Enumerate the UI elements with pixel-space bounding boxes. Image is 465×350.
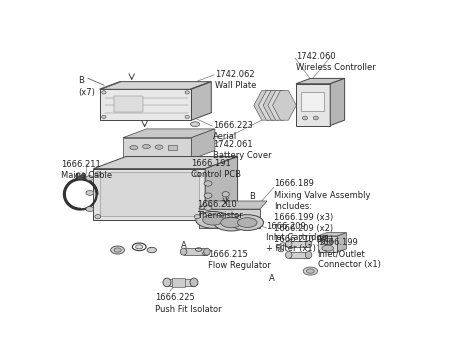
Circle shape (95, 215, 100, 219)
Bar (173, 278, 185, 287)
Circle shape (102, 91, 106, 94)
Ellipse shape (286, 240, 292, 248)
Ellipse shape (204, 181, 212, 186)
Ellipse shape (86, 206, 94, 211)
Text: 1742.062
Wall Plate: 1742.062 Wall Plate (215, 70, 256, 90)
Ellipse shape (147, 247, 157, 253)
Circle shape (185, 91, 189, 94)
Circle shape (313, 116, 319, 120)
Ellipse shape (303, 267, 318, 275)
Circle shape (95, 172, 100, 176)
Polygon shape (123, 138, 192, 159)
Circle shape (185, 115, 189, 119)
Ellipse shape (180, 248, 187, 255)
Ellipse shape (111, 246, 125, 254)
Ellipse shape (306, 269, 314, 273)
Text: 1666.223
Aerial: 1666.223 Aerial (213, 121, 253, 141)
Text: B: B (249, 193, 255, 201)
Ellipse shape (231, 215, 264, 230)
Polygon shape (167, 279, 194, 286)
Polygon shape (101, 82, 209, 89)
Ellipse shape (136, 245, 143, 249)
Text: 1666.191
Control PCB: 1666.191 Control PCB (192, 159, 241, 179)
Ellipse shape (191, 122, 199, 127)
Ellipse shape (204, 248, 210, 255)
Ellipse shape (306, 240, 312, 248)
Text: A: A (180, 241, 186, 250)
Polygon shape (318, 233, 346, 236)
Circle shape (194, 215, 200, 219)
Polygon shape (296, 84, 330, 126)
Text: 1666.189
Mixing Valve Assembly
Includes:
1666.199 (x3)
1666.209 (x2)
1666.210 (x: 1666.189 Mixing Valve Assembly Includes:… (274, 180, 371, 244)
Ellipse shape (204, 205, 212, 210)
Ellipse shape (130, 146, 138, 150)
Polygon shape (296, 78, 345, 84)
Bar (301, 92, 324, 111)
Ellipse shape (306, 251, 312, 258)
Polygon shape (289, 241, 309, 247)
Ellipse shape (286, 251, 292, 258)
Polygon shape (93, 156, 238, 169)
Ellipse shape (322, 245, 333, 251)
Text: 1666.210
Thermistor: 1666.210 Thermistor (197, 199, 243, 220)
Ellipse shape (86, 190, 94, 195)
Polygon shape (192, 129, 215, 159)
Polygon shape (192, 82, 211, 120)
Text: 1742.060
Wireless Controller: 1742.060 Wireless Controller (296, 52, 376, 72)
Polygon shape (100, 89, 192, 120)
Polygon shape (254, 91, 278, 120)
Bar (100, 172, 199, 216)
Polygon shape (272, 91, 296, 120)
Ellipse shape (163, 278, 171, 287)
Circle shape (102, 115, 106, 119)
Ellipse shape (322, 238, 333, 244)
Ellipse shape (214, 214, 248, 231)
Polygon shape (318, 236, 338, 252)
Polygon shape (289, 252, 309, 258)
Polygon shape (199, 201, 267, 209)
Circle shape (76, 172, 86, 180)
Circle shape (194, 172, 200, 176)
Text: A: A (269, 274, 275, 283)
Ellipse shape (221, 217, 241, 228)
Text: B
(x7): B (x7) (78, 77, 95, 97)
Ellipse shape (86, 176, 94, 181)
Polygon shape (338, 233, 346, 252)
Polygon shape (199, 209, 260, 228)
Circle shape (302, 116, 307, 120)
Polygon shape (263, 91, 287, 120)
Text: 1666.199
Inlet/Outlet
Connector (x1): 1666.199 Inlet/Outlet Connector (x1) (318, 238, 380, 270)
Ellipse shape (196, 211, 230, 228)
Polygon shape (93, 169, 205, 220)
Ellipse shape (203, 215, 224, 225)
Text: 1666.211
Mains Cable: 1666.211 Mains Cable (61, 160, 112, 180)
Ellipse shape (238, 218, 257, 228)
Ellipse shape (155, 145, 163, 149)
Text: 1666.209
Inlet Cartridge
+ Filter (x1): 1666.209 Inlet Cartridge + Filter (x1) (266, 222, 327, 253)
Bar (114, 96, 143, 112)
Polygon shape (205, 156, 238, 220)
Polygon shape (259, 91, 282, 120)
Bar (168, 145, 177, 150)
Text: 1666.225
Push Fit Isolator: 1666.225 Push Fit Isolator (155, 293, 222, 314)
Text: 1742.061
Battery Cover: 1742.061 Battery Cover (213, 140, 272, 160)
Text: 1666.215
Flow Regulator: 1666.215 Flow Regulator (208, 250, 271, 271)
Polygon shape (100, 82, 211, 89)
Ellipse shape (190, 278, 198, 287)
Polygon shape (268, 91, 292, 120)
Polygon shape (184, 248, 207, 255)
Polygon shape (330, 78, 345, 126)
Ellipse shape (142, 145, 150, 149)
Ellipse shape (114, 248, 121, 252)
Circle shape (222, 191, 229, 197)
Ellipse shape (204, 193, 212, 198)
Polygon shape (123, 129, 215, 138)
